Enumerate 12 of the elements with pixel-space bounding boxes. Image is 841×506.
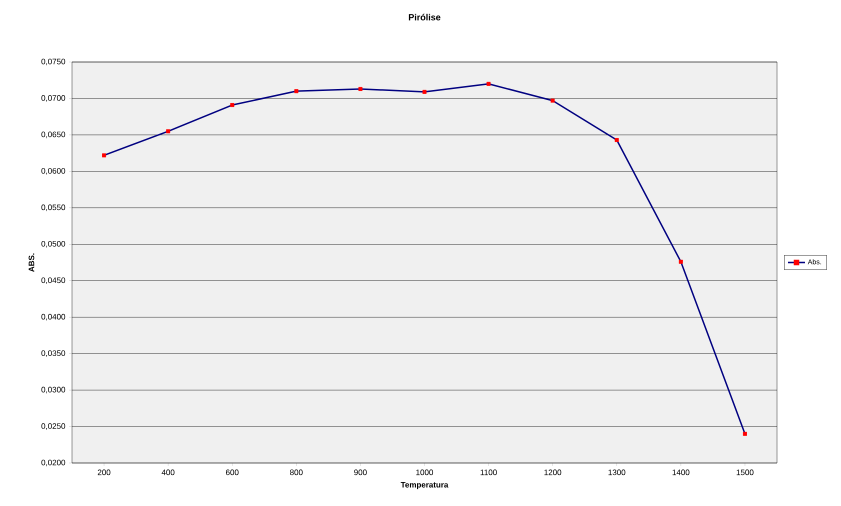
point: [550, 98, 555, 103]
point: [294, 89, 298, 94]
point: [486, 82, 491, 86]
point: [166, 129, 170, 134]
chart-title: Pirólise: [408, 14, 440, 20]
point: [742, 432, 747, 436]
point: [102, 153, 106, 158]
point: [358, 86, 362, 91]
point: [422, 90, 427, 94]
point: [614, 138, 619, 142]
point: [678, 260, 683, 264]
point: [230, 103, 234, 108]
